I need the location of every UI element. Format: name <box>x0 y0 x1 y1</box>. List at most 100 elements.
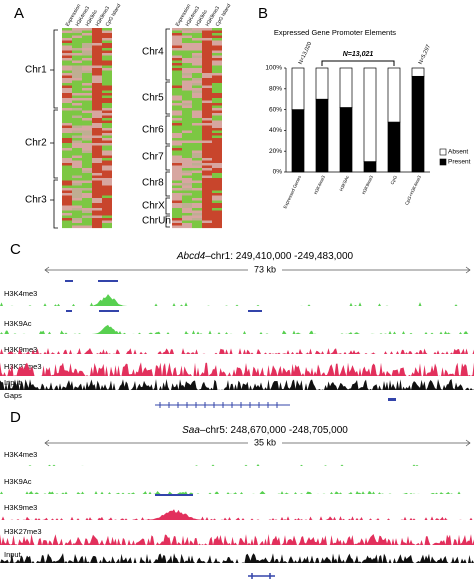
bracket <box>50 29 58 109</box>
heat-cell <box>172 200 182 204</box>
legend-swatch <box>439 148 447 156</box>
heat-cell <box>82 208 92 211</box>
heat-cell <box>102 195 112 199</box>
heat-cell <box>82 223 92 226</box>
heat-cell <box>102 158 112 161</box>
signal-track <box>0 491 474 494</box>
heat-cell <box>202 170 212 174</box>
heat-cell <box>172 160 182 164</box>
heat-cell <box>202 35 212 39</box>
heat-cell <box>92 165 102 169</box>
heat-cell <box>82 38 92 41</box>
heat-cell <box>192 93 202 96</box>
heat-cell <box>102 105 112 109</box>
heat-cell <box>172 45 182 49</box>
heat-cell <box>102 133 112 136</box>
heat-cell <box>72 160 82 164</box>
heat-cell <box>102 58 112 61</box>
heat-cell <box>192 98 202 101</box>
heat-cell <box>62 50 72 54</box>
track-label: H3K9me3 <box>4 345 37 354</box>
heat-cell <box>182 160 192 164</box>
heat-cell <box>72 30 82 34</box>
heat-cell <box>202 205 212 209</box>
heat-cell <box>82 145 92 149</box>
heat-cell <box>192 200 202 204</box>
heat-cell <box>182 48 192 51</box>
heat-cell <box>72 40 82 44</box>
heat-cell <box>182 158 192 161</box>
heat-cell <box>102 30 112 34</box>
heat-cell <box>202 65 212 69</box>
y-tick-label: 100% <box>265 65 282 72</box>
heat-cell <box>172 163 182 166</box>
heat-cell <box>82 168 92 171</box>
heat-cell <box>182 203 192 206</box>
heat-cell <box>192 213 202 216</box>
track-label: H3K9Ac <box>4 319 32 328</box>
heat-cell <box>82 135 92 139</box>
heat-cell <box>182 68 192 71</box>
bar-segment <box>315 98 329 173</box>
blue-bar <box>248 310 262 312</box>
heat-cell <box>212 63 222 66</box>
heat-cell <box>192 203 202 206</box>
heat-cell <box>62 163 72 166</box>
legend-label: Present <box>448 159 471 166</box>
heat-cell <box>192 150 202 154</box>
heat-cell <box>62 200 72 204</box>
heat-cell <box>82 165 92 169</box>
panel-label: B <box>258 5 268 22</box>
heat-cell <box>62 115 72 119</box>
heat-cell <box>202 128 212 131</box>
heat-cell <box>62 95 72 99</box>
heat-cell <box>182 113 192 116</box>
heat-cell <box>172 148 182 151</box>
heat-cell <box>82 188 92 191</box>
track-label: H3K9Ac <box>4 477 32 486</box>
heat-cell <box>192 223 202 226</box>
heat-cell <box>192 135 202 139</box>
bracket <box>165 81 170 115</box>
heat-cell <box>182 58 192 61</box>
heat-cell <box>72 165 82 169</box>
heat-cell <box>172 80 182 84</box>
heat-cell <box>102 75 112 79</box>
heat-cell <box>62 165 72 169</box>
heat-cell <box>62 63 72 66</box>
heat-cell <box>92 203 102 206</box>
heat-cell <box>192 90 202 94</box>
heat-cell <box>92 190 102 194</box>
heat-cell <box>172 208 182 211</box>
heat-cell <box>102 148 112 151</box>
heat-cell <box>92 70 102 74</box>
heat-cell <box>72 38 82 41</box>
heat-cell <box>102 95 112 99</box>
heat-cell <box>172 218 182 221</box>
heat-cell <box>92 58 102 61</box>
heat-cell <box>82 115 92 119</box>
track-label: H3K27me3 <box>4 527 42 536</box>
heat-cell <box>102 150 112 154</box>
heat-cell <box>102 183 112 186</box>
heat-cell <box>72 123 82 126</box>
heat-cell <box>192 145 202 149</box>
heat-cell <box>82 53 92 56</box>
heat-cell <box>202 68 212 71</box>
heat-cell <box>82 205 92 209</box>
heat-cell <box>62 110 72 114</box>
heat-cell <box>182 105 192 109</box>
heat-cell <box>92 33 102 36</box>
heat-cell <box>92 138 102 141</box>
heat-cell <box>92 123 102 126</box>
heat-cell <box>212 173 222 176</box>
heat-cell <box>72 35 82 39</box>
heat-cell <box>172 170 182 174</box>
heat-cell <box>92 68 102 71</box>
heat-cell <box>82 220 92 224</box>
heat-cell <box>202 175 212 179</box>
heat-cell <box>212 198 222 201</box>
heat-cell <box>192 195 202 199</box>
heat-cell <box>212 190 222 194</box>
heat-cell <box>202 143 212 146</box>
